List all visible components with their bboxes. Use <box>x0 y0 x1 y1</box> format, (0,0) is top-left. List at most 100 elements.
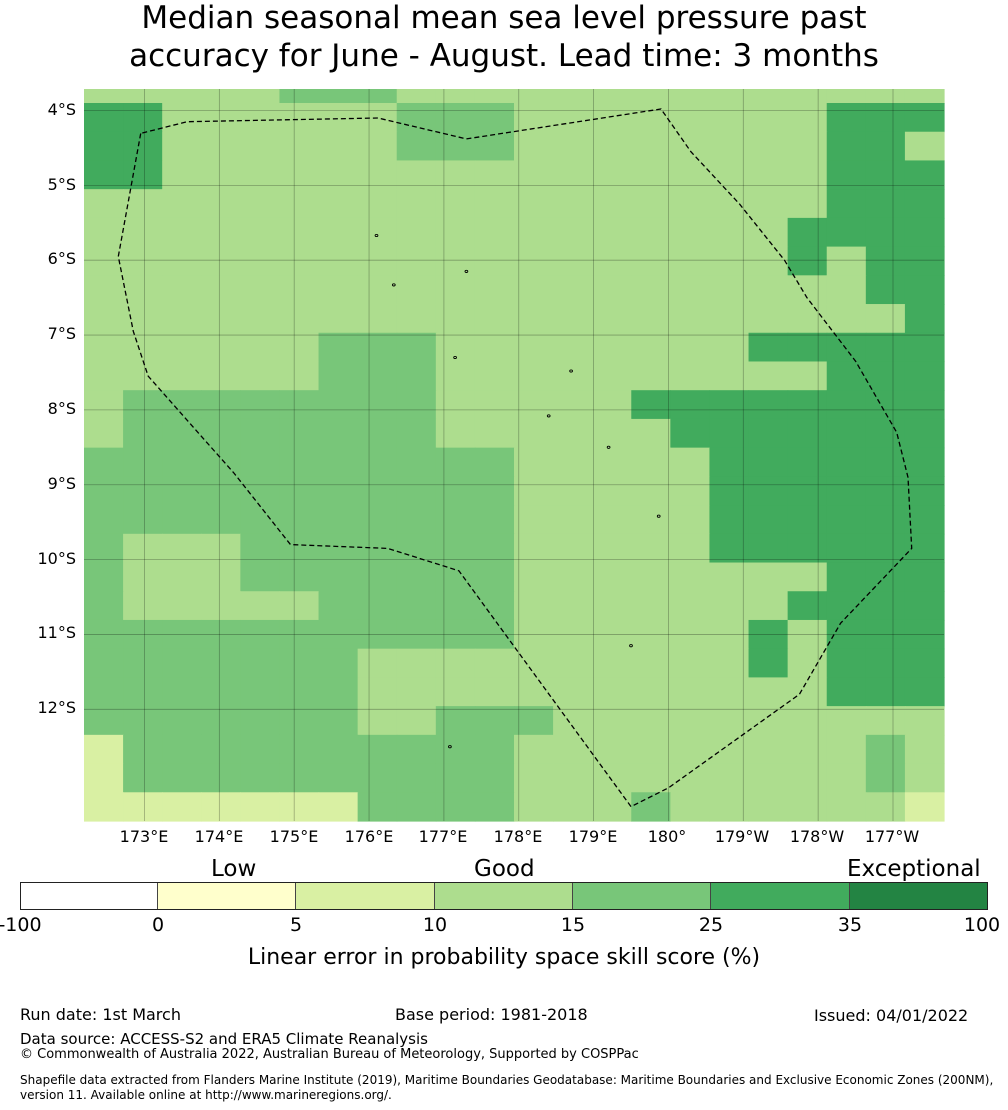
skill-cell <box>396 418 437 449</box>
skill-cell <box>592 763 632 793</box>
skill-cell <box>670 103 711 133</box>
skill-cell <box>396 562 437 592</box>
skill-cell <box>592 734 632 765</box>
skill-cell <box>709 246 750 276</box>
skill-cell <box>357 390 398 420</box>
skill-cell <box>709 390 750 420</box>
skill-cell <box>670 390 711 420</box>
skill-cell <box>748 418 789 449</box>
skill-cell <box>787 476 828 506</box>
skill-cell <box>865 390 906 420</box>
skill-cell <box>201 648 241 678</box>
skill-cell <box>474 591 515 621</box>
skill-cell <box>357 763 398 793</box>
skill-cell <box>279 217 320 248</box>
skill-cell <box>514 332 554 363</box>
skill-cell <box>279 447 320 477</box>
skill-cell <box>240 505 281 535</box>
skill-cell <box>592 361 632 391</box>
skill-cell <box>514 734 554 765</box>
skill-cell <box>84 619 124 650</box>
skill-cell <box>748 792 789 822</box>
skill-cell <box>279 189 320 219</box>
skill-cell <box>240 246 281 276</box>
skill-cell <box>553 418 593 449</box>
skill-cell <box>709 160 750 190</box>
skill-cell <box>435 304 476 334</box>
skill-cell <box>123 189 163 219</box>
skill-cell <box>240 763 281 793</box>
skill-cell <box>865 763 906 793</box>
skill-cell <box>162 648 202 678</box>
skill-cell <box>435 792 476 822</box>
skill-cell <box>904 792 945 822</box>
island-outline <box>453 355 457 360</box>
skill-cell <box>162 103 202 133</box>
colorbar-tick: 0 <box>151 914 165 936</box>
skill-cell <box>826 275 867 305</box>
skill-cell <box>123 505 163 535</box>
skill-cell <box>553 677 593 707</box>
skill-cell <box>631 619 671 650</box>
skill-cell <box>84 361 124 391</box>
lon-label: 178°E <box>493 827 543 846</box>
skill-cell <box>514 505 554 535</box>
skill-cell <box>631 447 671 477</box>
island-outline <box>656 514 661 518</box>
skill-cell <box>787 246 828 276</box>
skill-cell <box>670 648 711 678</box>
skill-cell <box>787 562 828 592</box>
skill-cell <box>123 332 163 363</box>
skill-cell <box>123 763 163 793</box>
skill-cell <box>474 648 515 678</box>
skill-cell <box>123 476 163 506</box>
skill-cell <box>514 562 554 592</box>
skill-cell <box>865 562 906 592</box>
skill-cell <box>514 706 554 736</box>
skill-cell <box>904 619 945 650</box>
skill-cell <box>318 792 359 822</box>
skill-cell <box>318 131 359 162</box>
skill-cell <box>279 734 320 765</box>
skill-cell <box>357 246 398 276</box>
skill-cell <box>631 103 671 133</box>
skill-cell <box>748 332 789 363</box>
skill-cell <box>240 648 281 678</box>
colorbar-segment <box>850 882 988 910</box>
skill-cell <box>357 332 398 363</box>
skill-cell <box>592 562 632 592</box>
skill-cell <box>865 505 906 535</box>
skill-cell <box>514 390 554 420</box>
skill-cell <box>904 131 945 162</box>
skill-cell <box>709 533 750 564</box>
run-date: Run date: 1st March <box>20 1005 181 1024</box>
skill-cell <box>396 447 437 477</box>
skill-cell <box>904 706 945 736</box>
skill-cell <box>709 562 750 592</box>
skill-cell <box>474 706 515 736</box>
skill-cell <box>123 160 163 190</box>
skill-cell <box>435 533 476 564</box>
skill-cell <box>631 734 671 765</box>
skill-cell <box>357 89 398 104</box>
skill-cell <box>318 103 359 133</box>
skill-cell <box>748 734 789 765</box>
skill-cell <box>553 103 593 133</box>
skill-cell <box>826 390 867 420</box>
skill-cell <box>279 275 320 305</box>
skill-cell <box>435 275 476 305</box>
skill-cell <box>123 246 163 276</box>
colorbar-tick: 10 <box>422 914 448 936</box>
skill-cell <box>318 332 359 363</box>
skill-cell <box>357 562 398 592</box>
skill-cell <box>865 677 906 707</box>
map-title-line-2: accuracy for June - August. Lead time: 3… <box>129 38 879 74</box>
skill-cell <box>553 304 593 334</box>
skill-cell <box>396 648 437 678</box>
skill-cell <box>670 619 711 650</box>
skill-cell <box>396 103 437 133</box>
skill-cell <box>748 533 789 564</box>
skill-cell <box>84 648 124 678</box>
skill-cell <box>435 648 476 678</box>
skill-cell <box>865 361 906 391</box>
